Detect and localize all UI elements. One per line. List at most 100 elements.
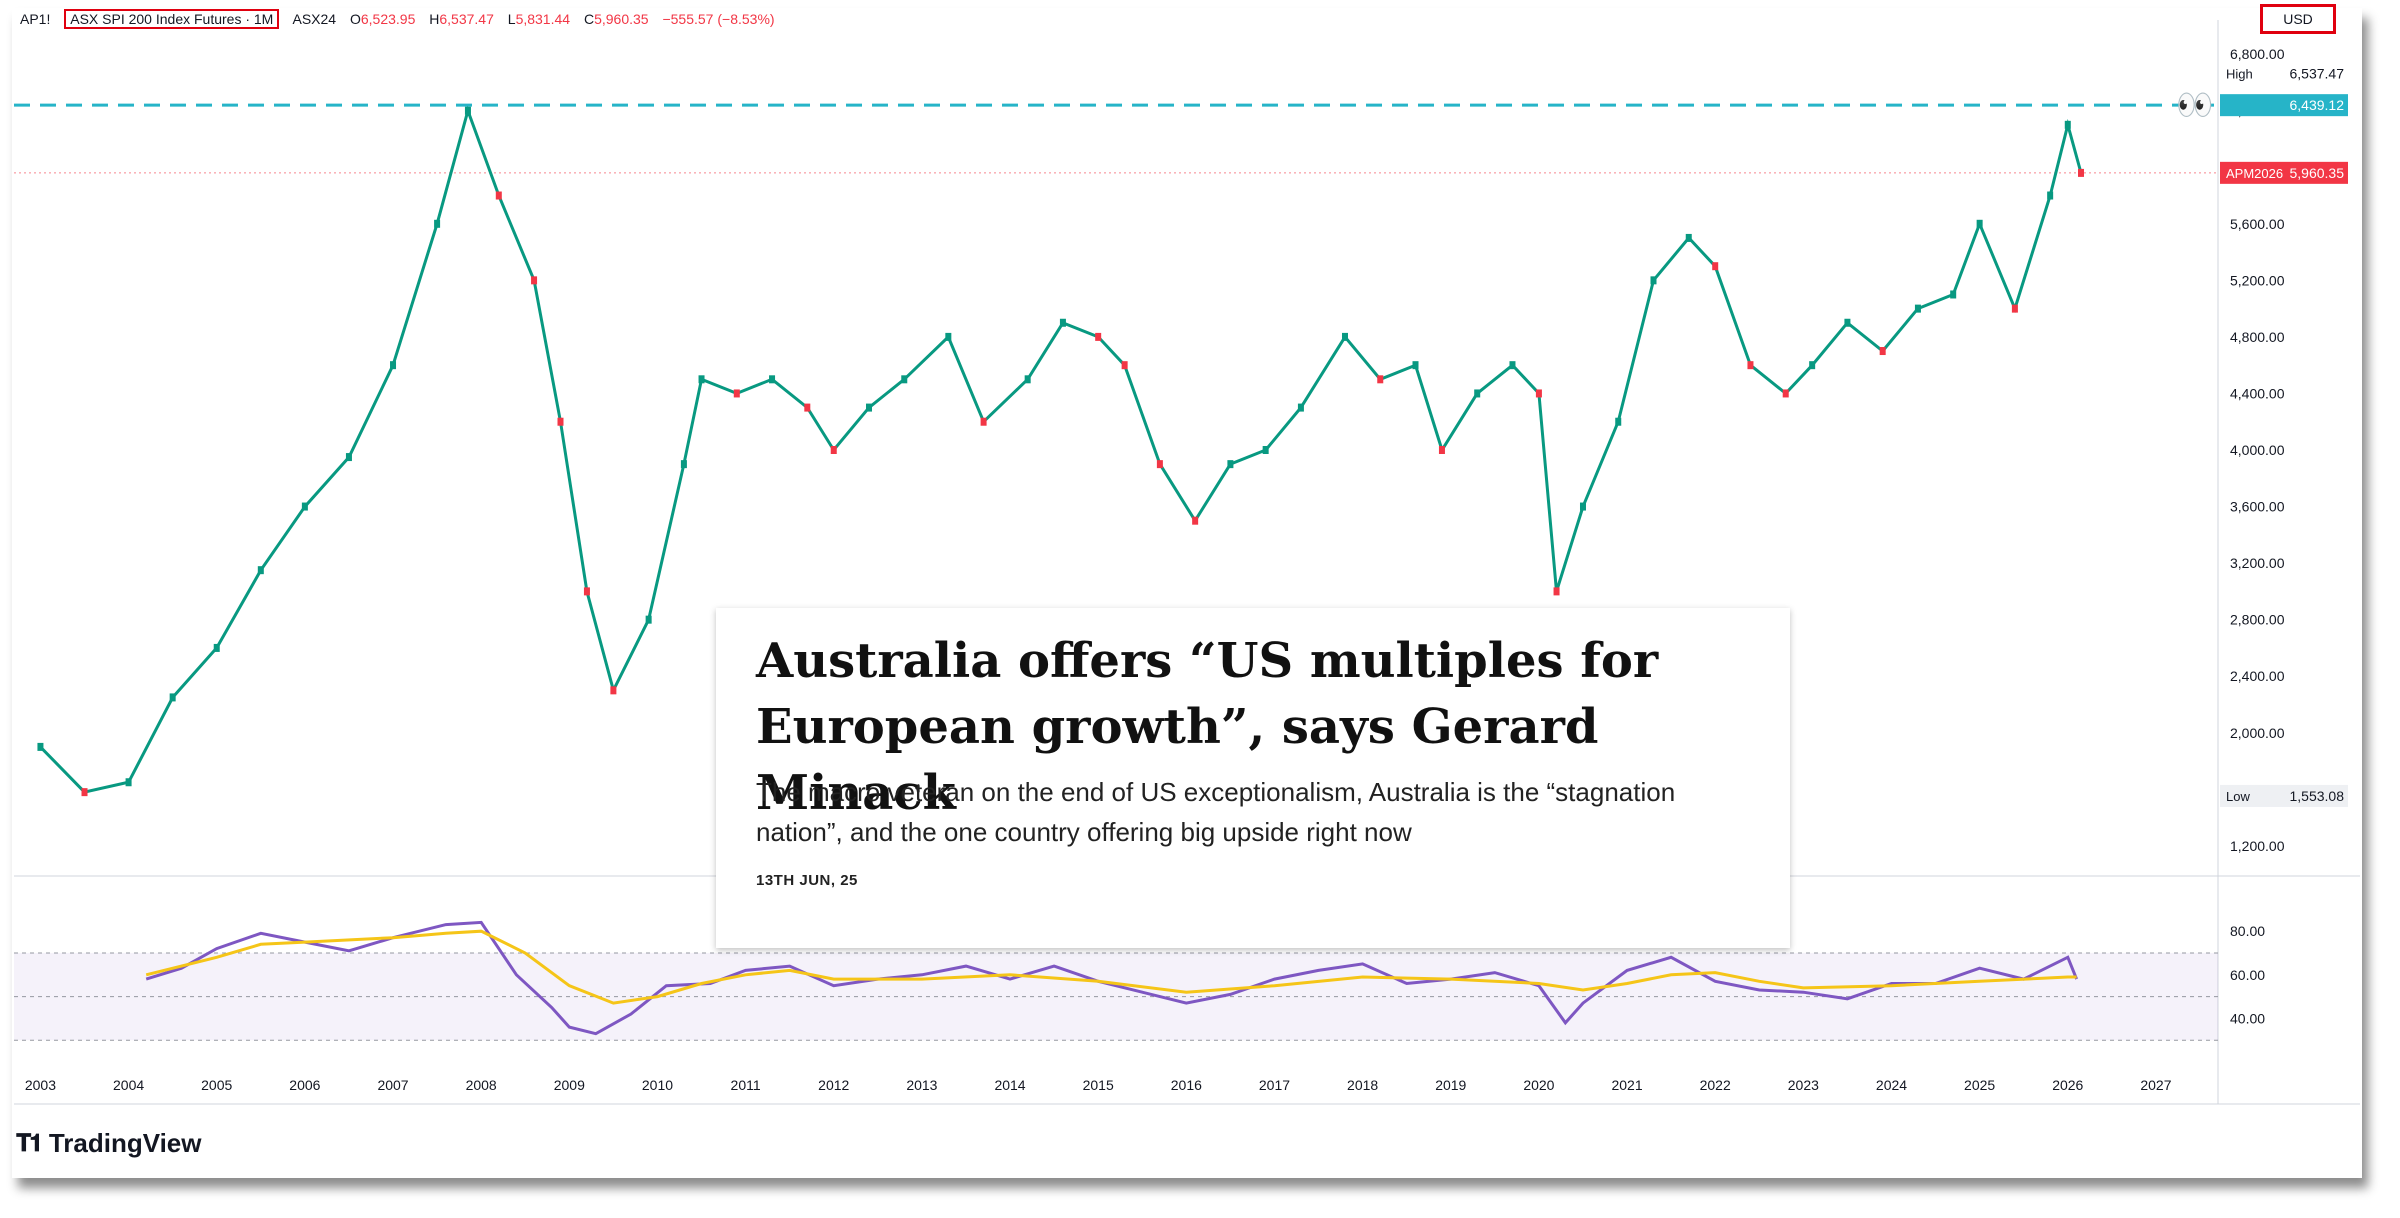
y-tick-label: 2,400.00 bbox=[2230, 668, 2285, 684]
ohlc-low: L5,831.44 bbox=[507, 11, 571, 27]
x-tick-label: 2018 bbox=[1347, 1077, 1378, 1093]
x-tick-label: 2009 bbox=[554, 1077, 585, 1093]
tradingview-mark-icon: 𝐓𝟏 bbox=[16, 1129, 43, 1157]
price-point bbox=[1809, 361, 1816, 370]
price-point bbox=[1879, 347, 1886, 356]
price-point bbox=[1976, 219, 1983, 228]
price-point bbox=[1553, 587, 1560, 596]
currency-button[interactable]: USD bbox=[2260, 4, 2336, 34]
article-headline[interactable]: Australia offers “US multiples for Europ… bbox=[756, 633, 1659, 821]
y-tick-label: 1,200.00 bbox=[2230, 838, 2285, 854]
price-point bbox=[434, 219, 441, 228]
x-tick-label: 2011 bbox=[731, 1077, 761, 1093]
x-tick-label: 2013 bbox=[906, 1077, 937, 1093]
price-point bbox=[531, 276, 538, 285]
x-tick-label: 2019 bbox=[1435, 1077, 1466, 1093]
price-point bbox=[733, 389, 740, 398]
x-tick-label: 2025 bbox=[1964, 1077, 1995, 1093]
price-point bbox=[345, 453, 352, 462]
low-marker-value: 1,553.08 bbox=[2290, 788, 2345, 804]
price-point bbox=[1121, 361, 1128, 370]
price-point bbox=[866, 403, 873, 412]
price-point bbox=[945, 332, 952, 341]
price-point bbox=[2064, 120, 2071, 129]
low-marker-tag bbox=[2220, 784, 2348, 807]
cyan-marker-tag bbox=[2220, 94, 2348, 117]
price-point bbox=[1509, 361, 1516, 370]
price-point bbox=[257, 566, 264, 575]
article-card[interactable]: Australia offers “US multiples for Europ… bbox=[716, 608, 1790, 948]
price-point bbox=[1095, 332, 1102, 341]
price-point bbox=[495, 191, 502, 200]
low-marker-label: Low bbox=[2226, 789, 2250, 804]
symbol-ticker[interactable]: AP1! bbox=[20, 11, 51, 27]
x-tick-label: 2023 bbox=[1788, 1077, 1819, 1093]
price-point bbox=[1227, 460, 1234, 469]
price-point bbox=[1615, 417, 1622, 426]
y-tick-label: 5,200.00 bbox=[2230, 272, 2285, 288]
article-subheading: The macro veteran on the end of US excep… bbox=[756, 777, 1676, 847]
price-point bbox=[1950, 290, 1957, 299]
price-point bbox=[1262, 446, 1269, 454]
x-tick-label: 2015 bbox=[1083, 1077, 1114, 1093]
price-point bbox=[680, 460, 687, 469]
x-tick-label: 2004 bbox=[113, 1077, 144, 1093]
cyan-marker-value: 6,439.12 bbox=[2290, 97, 2345, 113]
price-point bbox=[1438, 446, 1445, 454]
price-point bbox=[1059, 318, 1066, 327]
x-tick-label: 2005 bbox=[201, 1077, 232, 1093]
y-tick-label: 6,800.00 bbox=[2230, 46, 2285, 62]
x-tick-label: 2007 bbox=[377, 1077, 408, 1093]
price-point bbox=[125, 778, 132, 787]
price-point bbox=[1685, 233, 1692, 242]
x-tick-label: 2017 bbox=[1259, 1077, 1290, 1093]
price-point bbox=[1914, 304, 1921, 313]
x-tick-label: 2027 bbox=[2140, 1077, 2171, 1093]
x-tick-label: 2006 bbox=[289, 1077, 320, 1093]
y-tick-label: 4,400.00 bbox=[2230, 385, 2285, 401]
y-tick-label: 3,200.00 bbox=[2230, 555, 2285, 571]
x-tick-label: 2022 bbox=[1700, 1077, 1731, 1093]
price-point bbox=[2047, 191, 2054, 200]
price-point bbox=[901, 375, 908, 384]
ohlc-high: H6,537.47 bbox=[429, 11, 494, 27]
price-point bbox=[169, 693, 176, 702]
price-point bbox=[390, 361, 397, 370]
y-tick-label: 5,600.00 bbox=[2230, 216, 2285, 232]
x-tick-label: 2010 bbox=[642, 1077, 673, 1093]
price-point bbox=[830, 446, 837, 454]
rsi-tick-label: 40.00 bbox=[2230, 1010, 2265, 1026]
price-point bbox=[610, 686, 617, 695]
last-price-marker-tag bbox=[2220, 161, 2348, 184]
price-point bbox=[464, 106, 471, 115]
logo-text: TradingView bbox=[48, 1128, 202, 1158]
x-tick-label: 2014 bbox=[994, 1077, 1025, 1093]
y-tick-label: 3,600.00 bbox=[2230, 499, 2285, 515]
tradingview-logo[interactable]: 𝐓𝟏 TradingView bbox=[16, 1128, 202, 1159]
price-point bbox=[583, 587, 590, 596]
ohlc-change: −555.57 (−8.53%) bbox=[662, 11, 775, 27]
x-tick-label: 2024 bbox=[1876, 1077, 1907, 1093]
exchange: ASX24 bbox=[292, 11, 337, 27]
y-tick-label: 4,000.00 bbox=[2230, 442, 2285, 458]
x-tick-label: 2008 bbox=[466, 1077, 497, 1093]
rsi-series-line bbox=[145, 929, 2077, 1005]
y-tick-label: 2,000.00 bbox=[2230, 725, 2285, 741]
last-price-marker-value: 5,960.35 bbox=[2290, 165, 2345, 181]
x-tick-label: 2016 bbox=[1171, 1077, 1202, 1093]
high-marker-tag bbox=[2220, 62, 2348, 85]
high-marker-value: 6,537.47 bbox=[2290, 65, 2345, 81]
symbol-header: AP1! ASX SPI 200 Index Futures · 1M ASX2… bbox=[20, 8, 785, 30]
price-point bbox=[213, 643, 220, 652]
price-point bbox=[1297, 403, 1304, 412]
ohlc-open: O6,523.95 bbox=[349, 11, 416, 27]
rsi-tick-label: 60.00 bbox=[2230, 967, 2265, 983]
y-tick-label: 2,800.00 bbox=[2230, 612, 2285, 628]
price-point bbox=[1156, 460, 1163, 469]
price-point bbox=[1377, 375, 1384, 384]
instrument-name[interactable]: ASX SPI 200 Index Futures · 1M bbox=[64, 9, 280, 29]
price-point bbox=[980, 417, 987, 426]
last-price-marker-label: APM2026 bbox=[2226, 166, 2283, 181]
